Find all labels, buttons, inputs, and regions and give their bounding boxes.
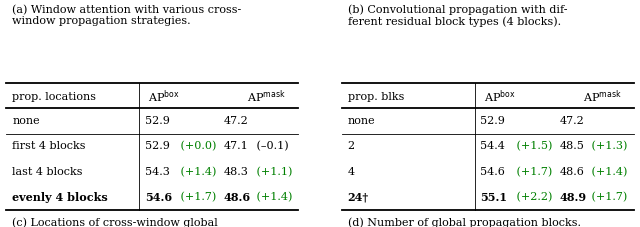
Text: prop. locations: prop. locations: [12, 92, 96, 102]
Text: 54.3: 54.3: [145, 167, 170, 177]
Text: 52.9: 52.9: [145, 116, 170, 126]
Text: (a) Window attention with various cross-
window propagation strategies.: (a) Window attention with various cross-…: [12, 5, 241, 26]
Text: 48.6: 48.6: [224, 192, 251, 203]
Text: (+1.3): (+1.3): [588, 141, 628, 151]
Text: (+0.0): (+0.0): [177, 141, 216, 151]
Text: last 4 blocks: last 4 blocks: [12, 167, 83, 177]
Text: none: none: [348, 116, 375, 126]
Text: AP$^{\mathrm{box}}$: AP$^{\mathrm{box}}$: [484, 89, 515, 105]
Text: (+1.4): (+1.4): [588, 167, 628, 177]
Text: (+1.5): (+1.5): [513, 141, 552, 151]
Text: 48.9: 48.9: [559, 192, 586, 203]
Text: first 4 blocks: first 4 blocks: [12, 141, 86, 151]
Text: none: none: [12, 116, 40, 126]
Text: 2: 2: [348, 141, 355, 151]
Text: (c) Locations of cross-window global
propagation blocks.: (c) Locations of cross-window global pro…: [12, 217, 218, 227]
Text: (+1.4): (+1.4): [253, 192, 292, 203]
Text: 47.2: 47.2: [559, 116, 584, 126]
Text: evenly 4 blocks: evenly 4 blocks: [12, 192, 108, 203]
Text: 24†: 24†: [348, 192, 369, 203]
Text: 48.5: 48.5: [559, 141, 584, 151]
Text: 52.9: 52.9: [145, 141, 170, 151]
Text: 48.6: 48.6: [559, 167, 584, 177]
Text: AP$^{\mathrm{box}}$: AP$^{\mathrm{box}}$: [148, 89, 180, 105]
Text: (d) Number of global propagation blocks.
†: Memory optimization required.: (d) Number of global propagation blocks.…: [348, 217, 580, 227]
Text: (+1.1): (+1.1): [253, 167, 292, 177]
Text: 54.6: 54.6: [481, 167, 506, 177]
Text: (+1.4): (+1.4): [177, 167, 216, 177]
Text: 47.2: 47.2: [224, 116, 248, 126]
Text: AP$^{\mathrm{mask}}$: AP$^{\mathrm{mask}}$: [583, 89, 621, 105]
Text: 48.3: 48.3: [224, 167, 248, 177]
Text: (+1.7): (+1.7): [588, 192, 628, 203]
Text: (+1.7): (+1.7): [177, 192, 216, 203]
Text: (–0.1): (–0.1): [253, 141, 289, 151]
Text: 55.1: 55.1: [481, 192, 508, 203]
Text: prop. blks: prop. blks: [348, 92, 404, 102]
Text: AP$^{\mathrm{mask}}$: AP$^{\mathrm{mask}}$: [248, 89, 286, 105]
Text: 4: 4: [348, 167, 355, 177]
Text: (+2.2): (+2.2): [513, 192, 552, 203]
Text: 54.4: 54.4: [481, 141, 506, 151]
Text: (b) Convolutional propagation with dif-
ferent residual block types (4 blocks).: (b) Convolutional propagation with dif- …: [348, 5, 567, 27]
Text: 52.9: 52.9: [481, 116, 506, 126]
Text: 47.1: 47.1: [224, 141, 248, 151]
Text: (+1.7): (+1.7): [513, 167, 552, 177]
Text: 54.6: 54.6: [145, 192, 172, 203]
